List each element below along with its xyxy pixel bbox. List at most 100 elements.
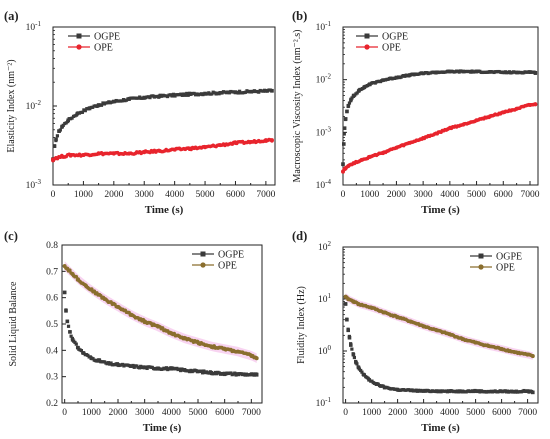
x-tick-label: 5000: [196, 190, 215, 200]
y-tick-label: 10-2: [26, 99, 42, 112]
data-point: [501, 110, 506, 115]
data-point: [112, 99, 116, 104]
data-point: [408, 319, 413, 324]
data-point: [96, 151, 101, 156]
y-tick-label: 0.3: [46, 373, 58, 383]
data-point: [349, 343, 353, 347]
data-point: [102, 296, 107, 301]
data-point: [233, 90, 238, 94]
data-point: [269, 138, 274, 143]
panel-label: (c): [4, 229, 18, 243]
data-point: [157, 148, 162, 153]
data-point: [345, 109, 349, 114]
data-point: [68, 330, 72, 334]
data-point: [486, 389, 491, 394]
x-tick-label: 3000: [135, 190, 154, 200]
data-point: [254, 356, 259, 361]
data-point: [434, 70, 439, 75]
y-tick-label: 10-2: [316, 73, 332, 86]
data-point: [421, 71, 425, 76]
x-tick-label: 6000: [494, 190, 513, 200]
data-point: [199, 369, 203, 373]
x-tick-label: 2000: [104, 190, 123, 200]
data-point: [55, 134, 60, 138]
x-tick-label: 0: [51, 190, 56, 200]
data-point: [233, 371, 237, 375]
series-ope: [62, 261, 259, 363]
data-point: [89, 287, 94, 292]
x-tick-label: 1000: [362, 408, 381, 418]
plot-frame: [342, 26, 539, 186]
data-point: [514, 106, 519, 111]
data-point: [531, 390, 535, 395]
data-point: [236, 349, 240, 354]
data-point: [66, 118, 71, 123]
data-point: [69, 334, 73, 338]
data-point: [209, 370, 214, 375]
data-point: [356, 302, 361, 307]
data-point: [474, 118, 479, 123]
data-point: [185, 91, 189, 96]
data-point: [434, 328, 439, 333]
data-point: [355, 91, 359, 95]
data-point: [347, 335, 352, 340]
data-point: [222, 347, 227, 352]
x-tick-label: 7000: [242, 408, 261, 418]
x-axis-label: Time (s): [145, 204, 184, 216]
data-point: [172, 147, 177, 152]
x-tick-label: 6000: [226, 190, 245, 200]
x-tick-label: 0: [62, 408, 67, 418]
data-point: [350, 347, 354, 351]
data-point: [156, 366, 160, 371]
data-point: [127, 151, 132, 156]
y-axis-label: Macroscopic Viscosity Index (nm⁻².s): [292, 29, 303, 182]
data-point: [474, 69, 479, 74]
data-point: [200, 371, 205, 375]
data-point: [116, 363, 120, 367]
x-tick-label: 0: [343, 408, 348, 418]
data-point: [473, 340, 478, 345]
data-point: [488, 70, 492, 74]
x-tick-label: 1000: [74, 190, 93, 200]
x-tick-label: 2000: [109, 408, 128, 418]
data-point: [263, 138, 268, 143]
data-point: [501, 70, 506, 75]
data-point: [421, 136, 426, 141]
data-point: [408, 388, 413, 393]
data-point: [347, 101, 352, 105]
data-point: [356, 365, 361, 370]
data-point: [499, 346, 504, 351]
data-point: [73, 340, 77, 345]
data-point: [97, 359, 102, 363]
data-point: [447, 126, 452, 131]
data-point: [346, 328, 350, 333]
y-axis-label: Solid Liquid Balance: [8, 281, 19, 367]
data-point: [362, 85, 367, 89]
x-tick-label: 4000: [162, 408, 181, 418]
data-point: [486, 343, 491, 348]
data-point: [434, 389, 439, 393]
data-point: [89, 356, 94, 361]
data-point: [381, 150, 386, 155]
data-point: [142, 95, 147, 100]
data-point: [164, 366, 169, 370]
data-point: [182, 336, 187, 341]
data-point: [60, 154, 65, 159]
legend-label-ope: OPE: [94, 43, 113, 54]
y-tick-label: 100: [318, 344, 332, 357]
data-point: [65, 319, 70, 324]
data-point: [421, 389, 426, 393]
data-point: [448, 69, 452, 74]
data-point: [346, 103, 351, 108]
y-tick-label: 10-4: [316, 178, 332, 191]
data-point: [248, 140, 253, 145]
data-point: [70, 271, 75, 276]
data-point: [381, 78, 385, 82]
x-tick-label: 6000: [215, 408, 234, 418]
legend-label-ope: OPE: [496, 263, 515, 274]
series-ogpe: [341, 69, 538, 167]
data-point: [514, 70, 519, 75]
y-tick-label: 102: [318, 240, 332, 253]
